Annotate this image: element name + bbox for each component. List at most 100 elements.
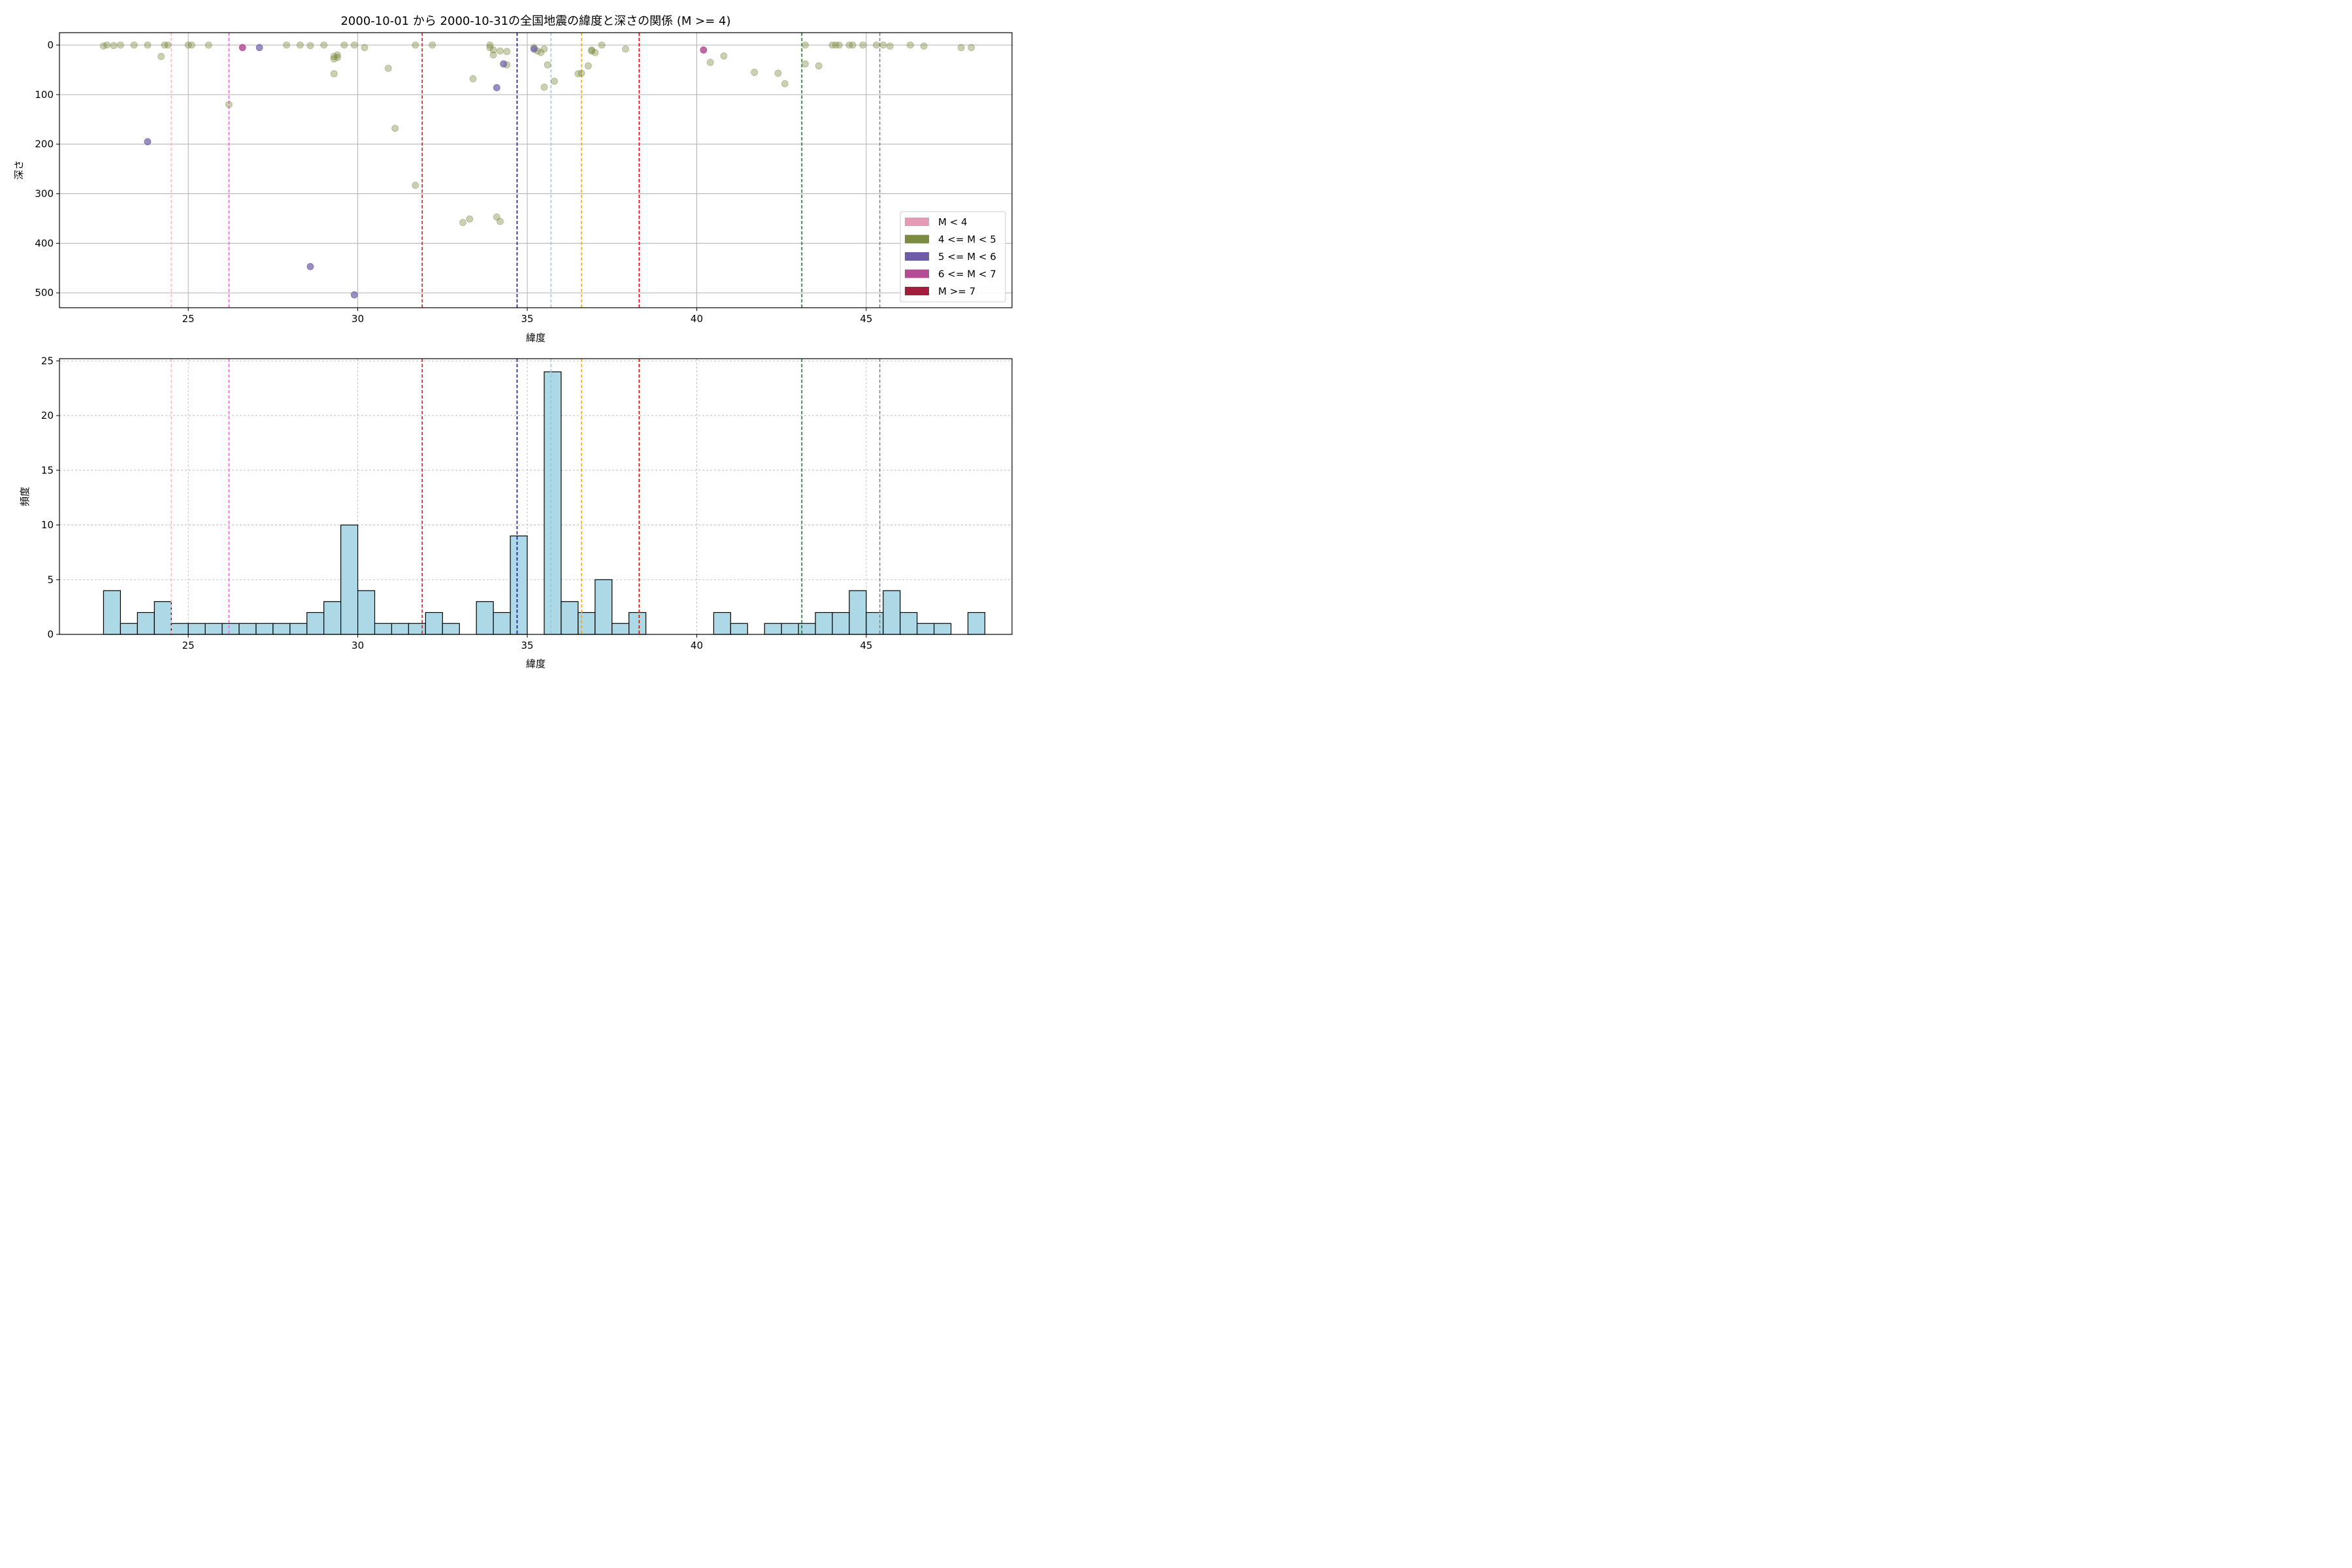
histogram-bar [204,623,223,635]
histogram-bar [764,623,782,635]
histogram-bar [883,590,901,635]
histogram-bar [832,612,850,635]
figure: 2000-10-01 から 2000-10-31の全国地震の緯度と深さの関係 (… [13,14,1013,670]
scatter-point [531,45,538,53]
histogram-x-tick-label: 45 [860,640,872,651]
histogram-bar [289,623,308,635]
histogram-bar [798,623,816,635]
scatter-y-tick-label: 0 [47,39,54,51]
histogram-y-tick-label: 5 [47,574,54,585]
scatter-point [774,69,782,77]
scatter-x-tick-label: 25 [182,313,195,325]
scatter-point [544,61,551,69]
histogram-y-tick-label: 20 [41,410,54,421]
scatter-point [957,44,965,52]
scatter-point [116,41,124,49]
histogram-y-tick-label: 10 [41,519,54,531]
scatter-x-tick-label: 45 [860,313,872,325]
scatter-point [296,41,304,49]
legend-swatch [905,269,929,278]
scatter-point [489,46,497,54]
histogram-grid [59,359,1012,635]
scatter-point [859,41,867,49]
scatter-point [835,41,843,49]
scatter-point [361,44,368,52]
histogram-y-tick-label: 15 [41,465,54,476]
histogram-axes-frame [59,358,1013,635]
scatter-point [412,182,419,189]
scatter-point [622,45,629,53]
scatter-point [188,41,195,49]
histogram-bar [578,612,596,635]
histogram-bar [357,590,376,635]
scatter-point [238,44,246,52]
histogram-y-tick-label: 0 [47,629,54,640]
scatter-point [751,69,759,76]
scatter-point [330,55,338,63]
scatter-point [920,42,928,50]
scatter-point [802,60,809,68]
histogram-bar [595,579,613,635]
scatter-point [802,41,809,49]
histogram-bar [781,623,799,635]
scatter-x-axis-label: 緯度 [526,332,546,344]
histogram-y-tick-label: 25 [41,355,54,367]
scatter-point [540,45,548,53]
scatter-point [306,42,314,50]
chart-title: 2000-10-01 から 2000-10-31の全国地震の緯度と深さの関係 (… [340,14,730,28]
scatter-point [157,53,165,60]
histogram-bar [238,623,257,635]
histogram-bar [340,524,359,635]
histogram-bar [137,612,155,635]
scatter-point [598,41,606,49]
scatter-point [500,60,508,68]
scatter-panel: 25 30 35 40 45 0 100 200 300 400 500 緯度 深さ M < 4 4 … [13,32,1013,344]
scatter-axes-frame [59,32,1013,308]
scatter-point [334,54,341,61]
scatter-point [968,44,975,52]
scatter-point [497,47,504,55]
histogram-bar [900,612,918,635]
scatter-point [720,52,728,60]
histogram-bar [561,601,579,635]
scatter-point [591,48,599,56]
scatter-y-tick-label: 100 [35,89,54,101]
scatter-point [489,51,497,59]
legend-label: 4 <= M < 5 [938,234,996,246]
histogram-bar [476,601,494,635]
histogram-bar [154,601,172,635]
histogram-x-tick-label: 40 [691,640,703,651]
scatter-point [130,41,138,49]
scatter-reference-lines [171,33,881,308]
scatter-x-tick-label: 35 [521,313,533,325]
scatter-point [873,41,880,49]
scatter-point [578,69,585,77]
scatter-point [391,125,399,132]
scatter-x-tick-label: 40 [691,313,703,325]
scatter-point [110,42,118,50]
scatter-point [503,48,511,56]
histogram-bars [103,371,986,635]
histogram-bar [391,623,410,635]
scatter-point [306,263,314,270]
scatter-point [886,42,894,50]
histogram-bar [323,601,342,635]
scatter-point [540,84,548,91]
legend-swatch [905,218,929,226]
scatter-point [700,46,708,54]
scatter-point [283,41,291,49]
histogram-bar [221,623,240,635]
histogram-bar [849,590,867,635]
histogram-panel: 25 30 35 40 45 0 5 10 15 20 25 緯度 頻度 [19,355,1013,670]
histogram-bar [103,590,121,635]
histogram-x-tick-label: 35 [521,640,533,651]
scatter-point [459,219,466,226]
scatter-point [351,291,358,299]
histogram-bar [442,623,460,635]
scatter-point [144,138,152,146]
scatter-point [879,41,887,49]
scatter-point [551,77,558,85]
scatter-points [100,41,975,299]
histogram-bar [544,371,562,635]
histogram-bar [425,612,443,635]
